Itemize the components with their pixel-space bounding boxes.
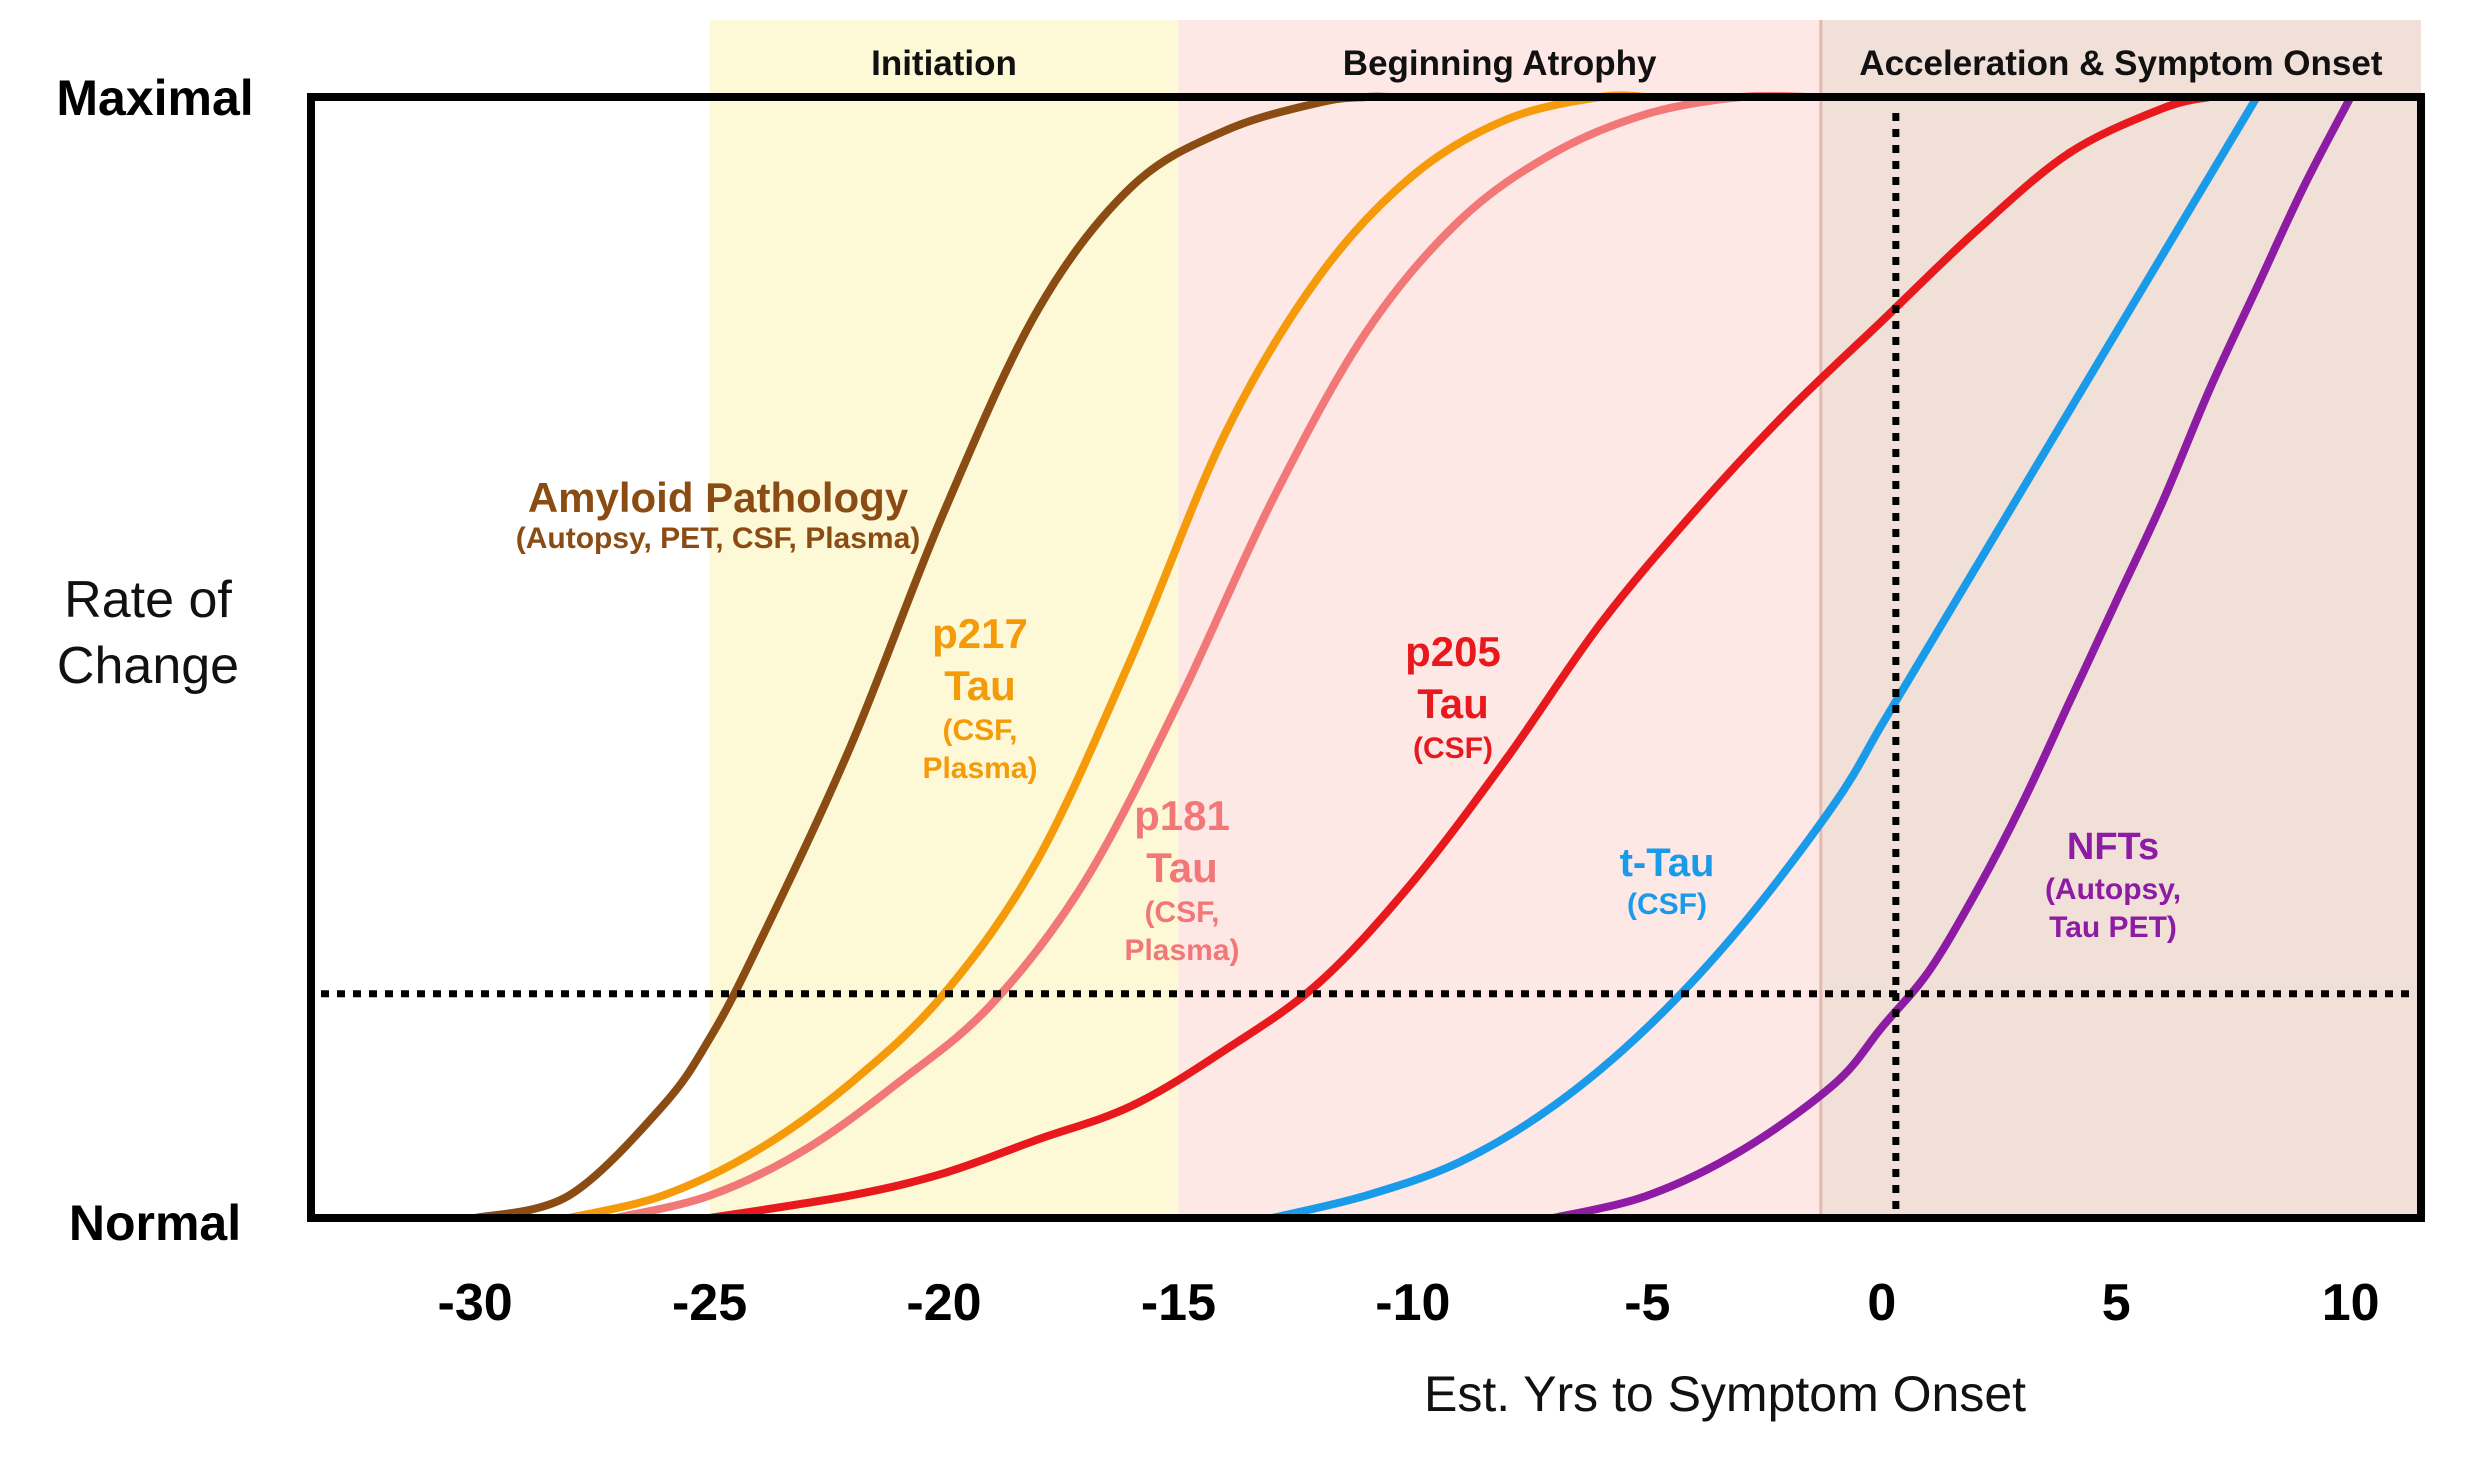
phase-label-initiation: Initiation: [871, 44, 1017, 83]
x-tick-label: 5: [2102, 1274, 2131, 1332]
series-sublabel-p205-tau: (CSF): [1413, 732, 1493, 765]
series-label-p217-tau: Tau: [944, 662, 1016, 709]
series-line-amyloid-pathology: [471, 92, 1394, 1222]
series-sublabel-p181-tau: Plasma): [1124, 934, 1239, 967]
series-label-t-tau: t-Tau: [1620, 841, 1715, 885]
y-axis-title-line: Rate of: [64, 571, 232, 629]
series-label-p205-tau: p205: [1405, 628, 1501, 675]
series-sublabel-nfts: (Autopsy,: [2045, 873, 2181, 906]
series-sublabel-t-tau: (CSF): [1627, 888, 1707, 921]
x-tick-label: -20: [906, 1274, 981, 1332]
phase-band-beginning-atrophy: [1178, 20, 1821, 1218]
series-line-p181-tau: [611, 91, 1816, 1222]
phase-label-beginning-atrophy: Beginning Atrophy: [1343, 44, 1657, 83]
series-lines: [471, 91, 2355, 1222]
series-sublabel-p217-tau: Plasma): [922, 752, 1037, 785]
series-label-p217-tau: p217: [932, 610, 1028, 657]
x-tick-label: 10: [2322, 1274, 2380, 1332]
series-label-amyloid-pathology: Amyloid Pathology: [528, 474, 909, 521]
chart-text: Initiation Beginning Atrophy Acceleration …: [56, 44, 2383, 1422]
phase-label-acceleration-symptom-onset: Acceleration & Symptom Onset: [1859, 44, 2383, 83]
series-label-p205-tau: Tau: [1417, 680, 1489, 727]
x-tick-label: -30: [438, 1274, 513, 1332]
y-axis-title-line: Change: [57, 637, 239, 695]
x-axis-title: Est. Yrs to Symptom Onset: [1424, 1366, 2026, 1422]
x-tick-label: -15: [1141, 1274, 1216, 1332]
x-tick-label: -5: [1624, 1274, 1670, 1332]
series-line-nfts: [1549, 93, 2355, 1222]
series-label-nfts: NFTs: [2067, 826, 2159, 868]
plot-frame: [307, 93, 2425, 1222]
series-line-t-tau: [1268, 93, 2261, 1222]
series-label-p181-tau: p181: [1134, 792, 1230, 839]
reference-lines: [321, 113, 2421, 1218]
series-sublabel-nfts: Tau PET): [2049, 911, 2177, 944]
series-line-p205-tau: [705, 93, 2214, 1222]
phase-band-acceleration-symptom-onset: [1820, 20, 2421, 1218]
x-tick-label: -25: [672, 1274, 747, 1332]
series-sublabel-p217-tau: (CSF,: [943, 714, 1018, 747]
series-line-p217-tau: [564, 91, 1652, 1222]
x-tick-label: -10: [1375, 1274, 1450, 1332]
y-axis-bottom-label: Normal: [69, 1195, 241, 1251]
series-label-p181-tau: Tau: [1146, 844, 1218, 891]
series-sublabel-amyloid-pathology: (Autopsy, PET, CSF, Plasma): [516, 522, 921, 555]
series-sublabel-p181-tau: (CSF,: [1145, 896, 1220, 929]
y-axis-top-label: Maximal: [56, 70, 253, 126]
x-tick-label: 0: [1867, 1274, 1896, 1332]
